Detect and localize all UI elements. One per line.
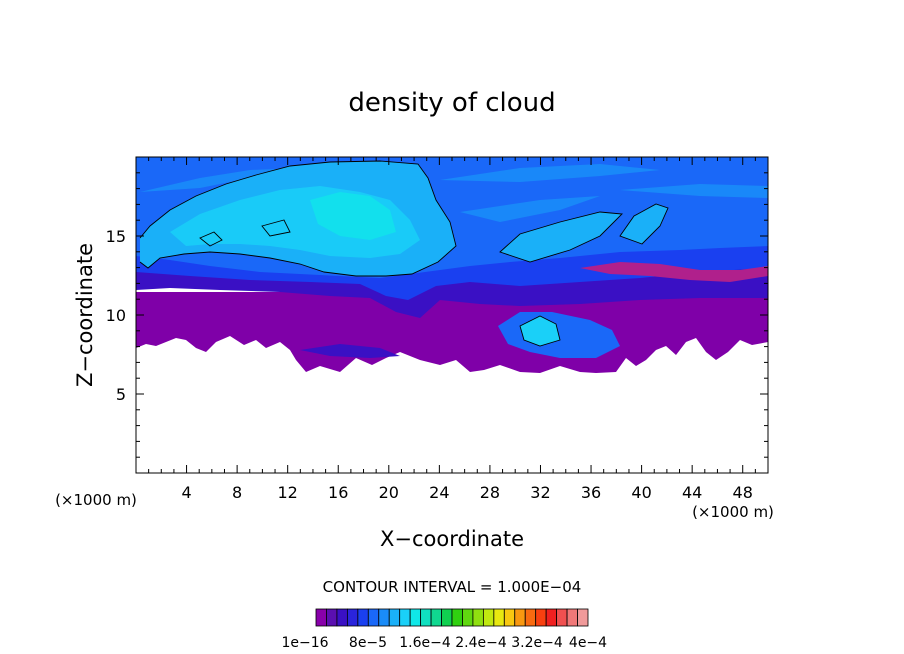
- x-tick-label: 20: [379, 483, 399, 502]
- colorbar-swatch: [430, 608, 442, 627]
- x-tick-label: 48: [733, 483, 753, 502]
- x-tick-label: 36: [581, 483, 601, 502]
- colorbar-swatch: [493, 608, 505, 627]
- colorbar-label: 8e−5: [349, 635, 387, 651]
- y-tick-label: 5: [116, 385, 126, 404]
- contour-interval-text: CONTOUR INTERVAL = 1.000E−04: [323, 578, 582, 596]
- colorbar-swatch: [577, 608, 589, 627]
- colorbar-swatch: [367, 608, 380, 627]
- x-tick-label: 16: [328, 483, 348, 502]
- y-unit-label: (×1000 m): [55, 491, 137, 509]
- y-tick-label: 10: [106, 306, 126, 325]
- colorbar-label: 2.4e−4: [455, 635, 507, 651]
- colorbar-label: 1.6e−4: [399, 635, 451, 651]
- colorbar-swatch: [566, 608, 578, 627]
- colorbar-swatch: [441, 608, 453, 627]
- colorbar-labels: 1e−16 8e−5 1.6e−4 2.4e−4 3.2e−4 4e−4: [281, 635, 607, 651]
- colorbar-swatch: [535, 608, 547, 627]
- colorbar: [315, 608, 589, 627]
- y-tick-label: 15: [106, 227, 126, 246]
- x-tick-label: 24: [429, 483, 449, 502]
- x-tick-label: 40: [631, 483, 651, 502]
- colorbar-label: 1e−16: [281, 635, 328, 651]
- colorbar-swatch: [514, 608, 526, 627]
- colorbar-swatch: [420, 608, 432, 627]
- plot-area: [136, 157, 768, 473]
- cloud-low-streak: [300, 344, 400, 358]
- colorbar-label: 3.2e−4: [511, 635, 563, 651]
- x-axis-label: X−coordinate: [380, 527, 524, 551]
- cloud-secondary-core: [520, 316, 560, 346]
- colorbar-swatch: [545, 608, 558, 627]
- x-tick-label: 8: [232, 483, 242, 502]
- colorbar-swatch: [409, 608, 422, 627]
- colorbar-swatch: [336, 608, 348, 627]
- x-tick-label: 4: [181, 483, 191, 502]
- colorbar-swatch: [472, 608, 484, 627]
- colorbar-swatch: [482, 608, 495, 627]
- x-tick-label: 28: [480, 483, 500, 502]
- y-axis-label: Z−coordinate: [73, 243, 97, 387]
- colorbar-swatch: [451, 608, 463, 627]
- colorbar-swatch: [315, 608, 327, 627]
- cloud-core-bright: [310, 192, 396, 240]
- colorbar-swatch: [357, 608, 369, 627]
- colorbar-swatch: [388, 608, 401, 627]
- x-tick-label: 32: [530, 483, 550, 502]
- cloud-magenta-streak: [580, 262, 768, 282]
- x-tick-label: 12: [278, 483, 298, 502]
- colorbar-swatch: [503, 608, 516, 627]
- chart-title: density of cloud: [348, 88, 555, 118]
- cloud-band-low: [136, 292, 768, 373]
- cloud-right-cell: [500, 204, 668, 262]
- colorbar-label: 4e−4: [569, 635, 607, 651]
- colorbar-swatch: [346, 608, 359, 627]
- colorbar-swatch: [556, 608, 568, 627]
- colorbar-swatch: [524, 608, 537, 627]
- x-tick-label: 44: [682, 483, 702, 502]
- x-unit-label: (×1000 m): [692, 503, 774, 521]
- colorbar-swatch: [399, 608, 411, 627]
- contour-lines: [139, 160, 669, 347]
- colorbar-swatch: [378, 608, 390, 627]
- colorbar-swatch: [462, 608, 474, 627]
- colorbar-swatch: [326, 608, 338, 627]
